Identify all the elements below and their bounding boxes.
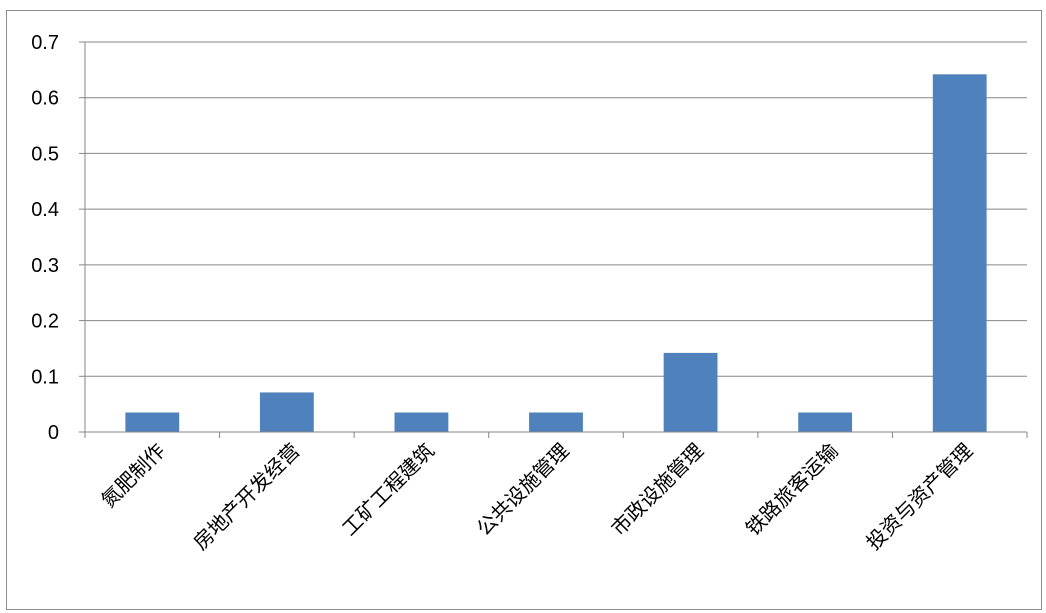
y-tick-label: 0.1 xyxy=(31,366,59,388)
y-tick-labels: 0 0.1 0.2 0.3 0.4 0.5 0.6 0.7 xyxy=(31,32,59,444)
bars xyxy=(125,74,987,433)
x-tick-label: 工矿工程建筑 xyxy=(337,439,439,541)
axes xyxy=(79,41,1028,438)
y-tick-label: 0.4 xyxy=(31,199,59,221)
y-tick-label: 0.5 xyxy=(31,143,59,165)
bar xyxy=(259,392,314,432)
bar xyxy=(125,412,180,432)
y-tick-label: 0.3 xyxy=(31,255,59,277)
gridlines xyxy=(85,41,1027,377)
x-tick-labels: 氮肥制作 房地产开发经营 工矿工程建筑 公共设施管理 市政设施管理 铁路旅客运输 投资与资产… xyxy=(96,439,977,555)
bar xyxy=(394,412,449,432)
bar xyxy=(663,352,718,432)
x-tick-label: 公共设施管理 xyxy=(472,439,574,541)
bar xyxy=(529,412,583,432)
y-tick-label: 0.6 xyxy=(31,88,59,110)
bar xyxy=(798,412,853,432)
y-tick-label: 0.2 xyxy=(31,311,59,333)
x-tick-label: 市政设施管理 xyxy=(606,439,708,541)
x-tick-label: 房地产开发经营 xyxy=(188,439,304,555)
chart-frame xyxy=(6,10,1042,610)
y-tick-label: 0 xyxy=(48,422,59,444)
x-tick-label: 投资与资产管理 xyxy=(861,439,977,555)
x-tick-label: 氮肥制作 xyxy=(96,439,170,513)
y-tick-label: 0.7 xyxy=(31,32,59,54)
bar xyxy=(932,74,987,433)
x-tick-label: 铁路旅客运输 xyxy=(741,439,843,541)
